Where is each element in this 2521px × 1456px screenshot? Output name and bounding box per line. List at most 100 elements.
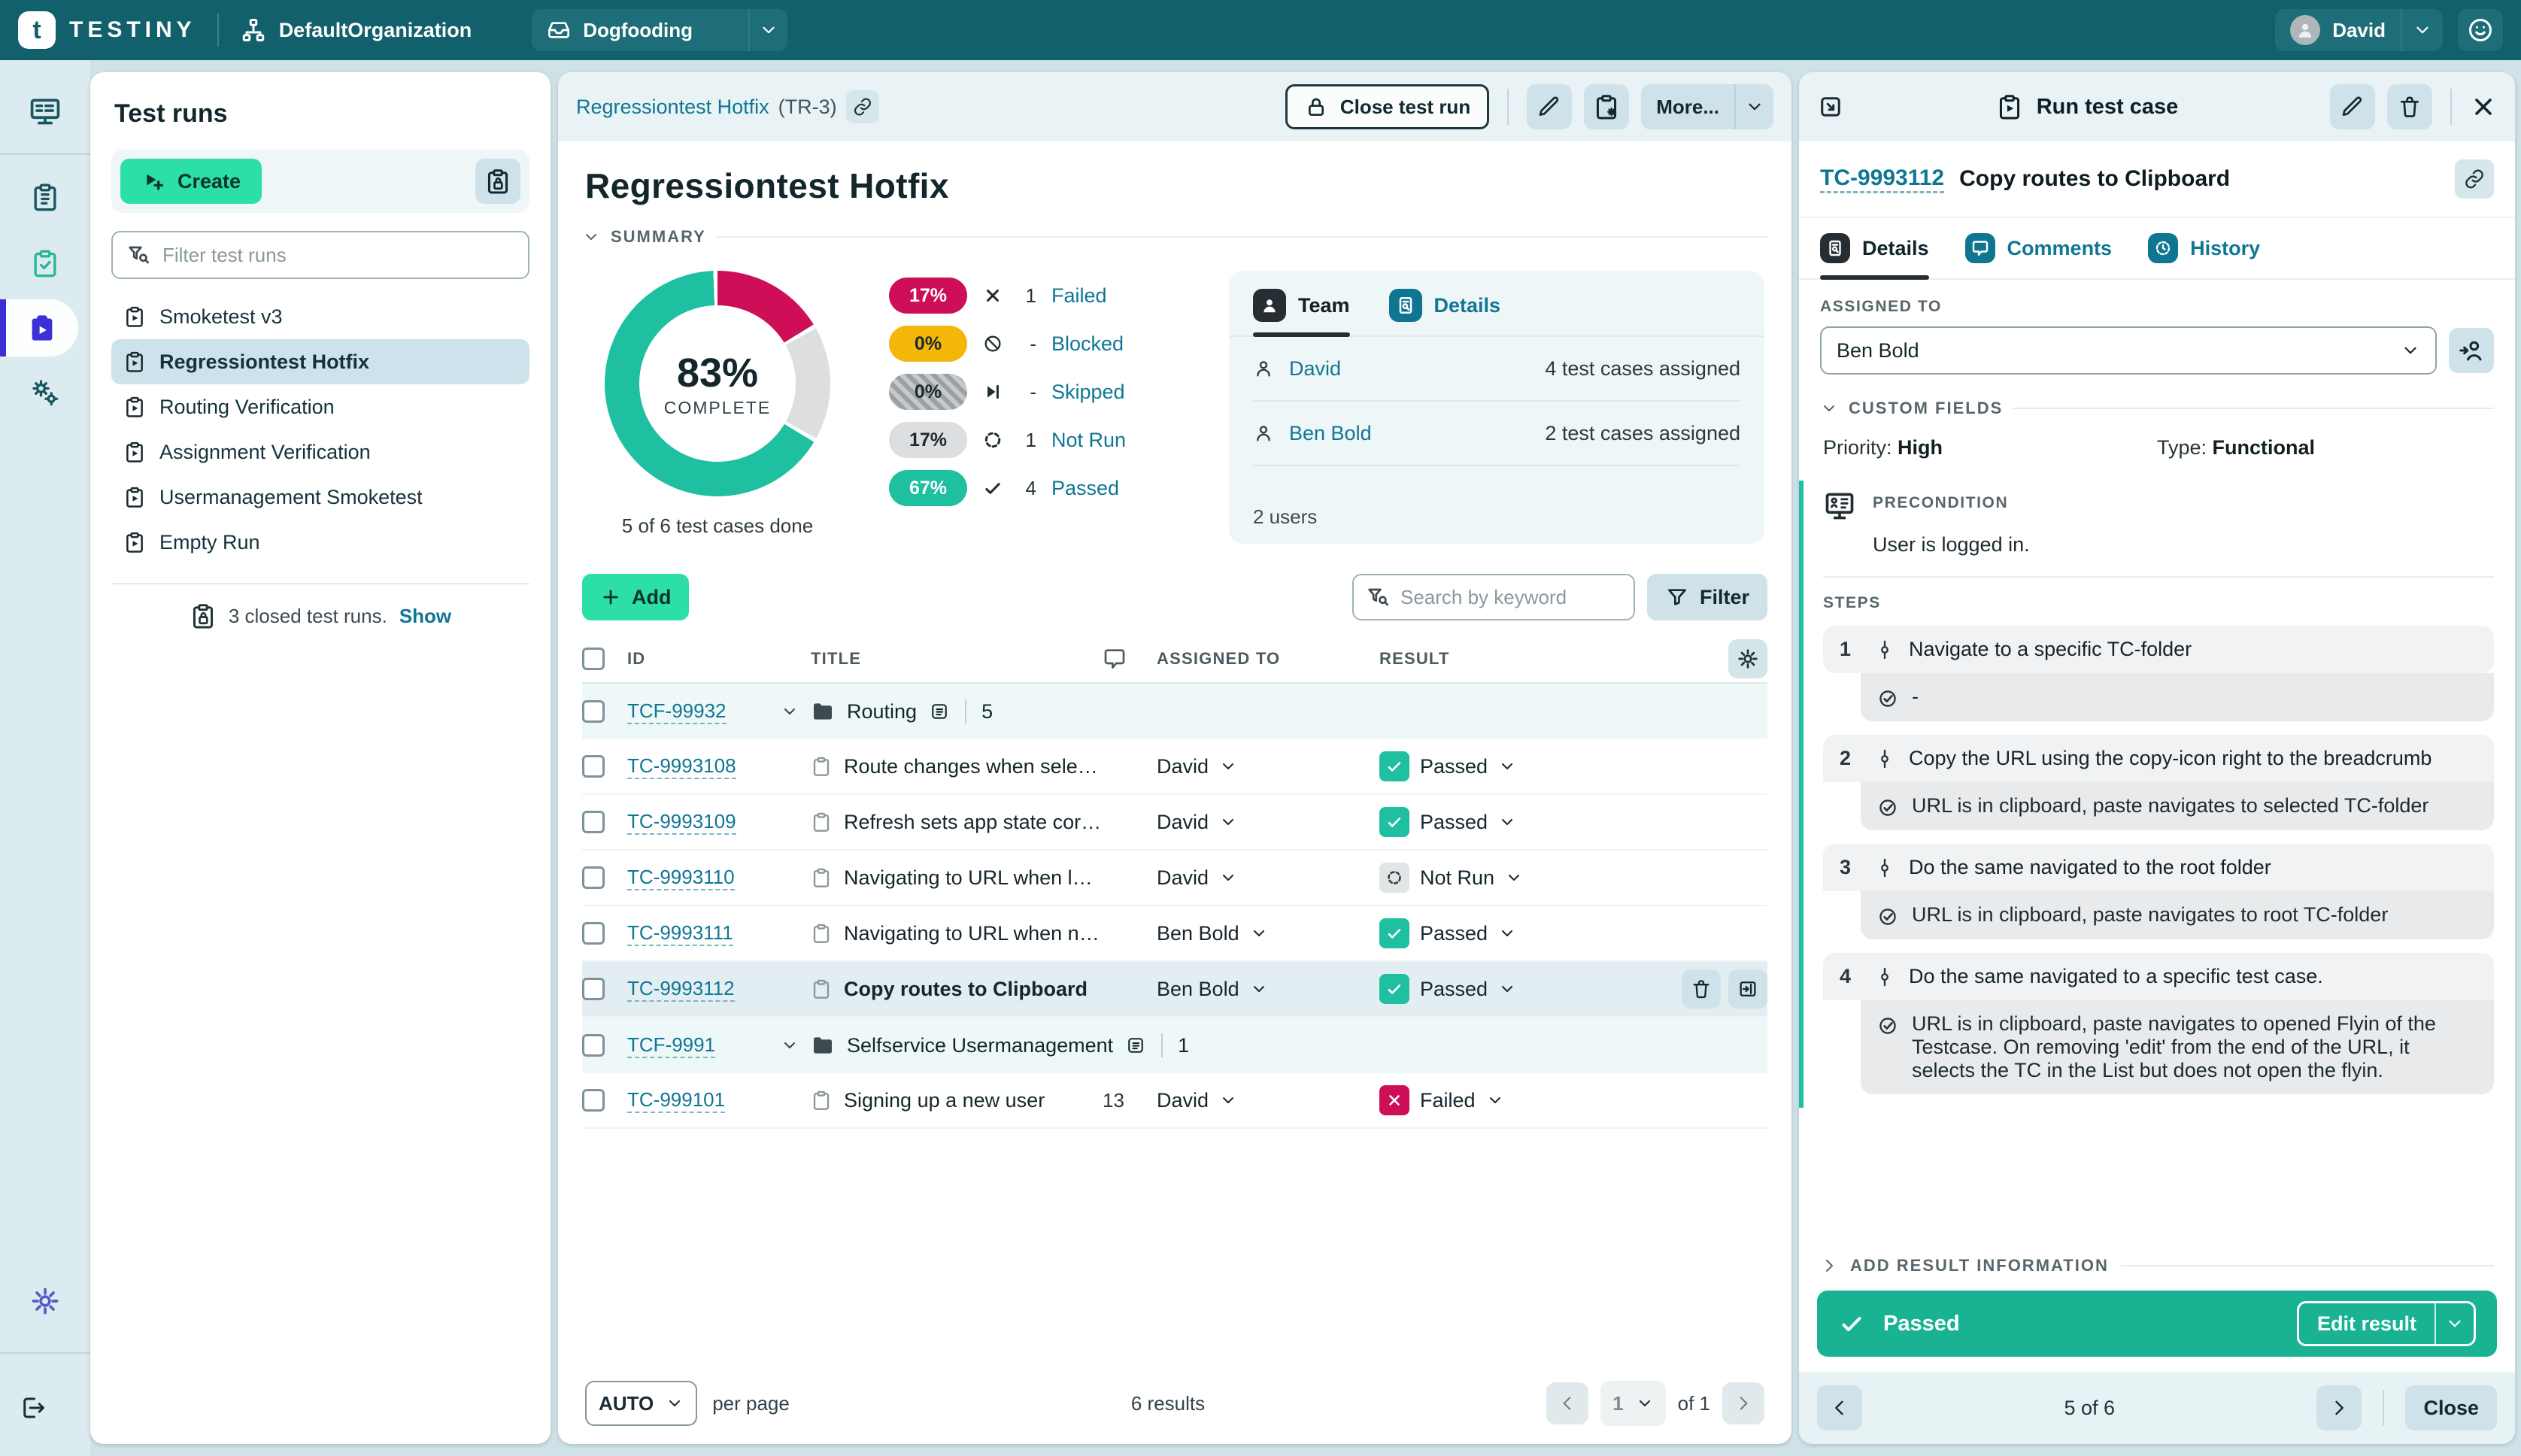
- row-id-link[interactable]: TCF-9991: [627, 1033, 716, 1058]
- folder-expand-chevron[interactable]: [781, 702, 811, 720]
- row-id-link[interactable]: TC-9993109: [627, 810, 736, 835]
- row-checkbox[interactable]: [582, 811, 605, 833]
- tab-details[interactable]: Details: [1820, 233, 1930, 280]
- assignee-dropdown[interactable]: Ben Bold: [1157, 978, 1379, 1001]
- column-settings-button[interactable]: [1728, 639, 1767, 678]
- row-id-link[interactable]: TC-9993111: [627, 921, 733, 946]
- test-case-title-cell[interactable]: Copy routes to Clipboard: [811, 978, 1103, 1001]
- edit-test-case-button[interactable]: [2329, 84, 2375, 129]
- nav-test-runs-active[interactable]: [0, 299, 78, 356]
- filter-test-runs-input[interactable]: [162, 243, 514, 267]
- next-test-case-button[interactable]: [2316, 1385, 2362, 1430]
- close-test-run-button[interactable]: Close test run: [1285, 84, 1490, 129]
- sidebar-run-item[interactable]: Usermanagement Smoketest: [111, 475, 529, 520]
- user-menu[interactable]: David: [2275, 9, 2443, 51]
- test-case-title-cell[interactable]: Route changes when selectin...: [811, 755, 1103, 778]
- add-test-cases-button[interactable]: Add: [582, 574, 690, 620]
- sidebar-run-item[interactable]: Assignment Verification: [111, 429, 529, 475]
- test-case-title-cell[interactable]: Navigating to URL when not l...: [811, 922, 1103, 945]
- create-test-run-button[interactable]: Create: [120, 159, 262, 204]
- delete-test-case-button[interactable]: [2386, 84, 2432, 129]
- team-member-name[interactable]: Ben Bold: [1289, 421, 1372, 444]
- row-checkbox[interactable]: [582, 755, 605, 778]
- filter-button[interactable]: Filter: [1646, 574, 1767, 620]
- test-case-title-cell[interactable]: Navigating to URL when logg...: [811, 866, 1103, 890]
- row-checkbox[interactable]: [582, 700, 605, 723]
- assignee-select[interactable]: Ben Bold: [1820, 326, 2437, 375]
- legend-result-link[interactable]: Blocked: [1051, 332, 1124, 355]
- prev-page-button[interactable]: [1546, 1382, 1589, 1424]
- copy-test-case-link-button[interactable]: [2455, 159, 2494, 199]
- row-id-link[interactable]: TCF-99932: [627, 699, 727, 724]
- copy-link-button[interactable]: [845, 90, 879, 123]
- row-checkbox[interactable]: [582, 1034, 605, 1057]
- assignee-dropdown[interactable]: David: [1157, 755, 1379, 778]
- sidebar-run-item[interactable]: Regressiontest Hotfix: [111, 339, 529, 384]
- sidebar-run-item[interactable]: Smoketest v3: [111, 294, 529, 339]
- nav-test-plans[interactable]: [0, 233, 90, 293]
- select-all-checkbox[interactable]: [582, 648, 605, 670]
- row-checkbox[interactable]: [582, 1089, 605, 1112]
- delete-row-button[interactable]: [1682, 969, 1721, 1009]
- project-select[interactable]: Dogfooding: [532, 9, 788, 51]
- result-dropdown[interactable]: Passed: [1379, 918, 1668, 948]
- brand-logo[interactable]: t TESTINY: [18, 11, 196, 49]
- assign-to-me-button[interactable]: [2449, 328, 2494, 373]
- test-case-title-cell[interactable]: Signing up a new user: [811, 1089, 1103, 1112]
- tab-comments[interactable]: Comments: [1964, 233, 2112, 278]
- legend-result-link[interactable]: Not Run: [1051, 428, 1127, 451]
- sidebar-run-item[interactable]: Empty Run: [111, 520, 529, 565]
- add-result-header[interactable]: ADD RESULT INFORMATION: [1820, 1241, 2494, 1291]
- result-dropdown[interactable]: Passed: [1379, 974, 1668, 1004]
- breadcrumb-run-link[interactable]: Regressiontest Hotfix: [576, 95, 769, 118]
- assignee-dropdown[interactable]: Ben Bold: [1157, 922, 1379, 945]
- team-member-name[interactable]: David: [1289, 356, 1342, 380]
- row-checkbox[interactable]: [582, 978, 605, 1000]
- row-id-link[interactable]: TC-9993108: [627, 754, 736, 779]
- feedback-button[interactable]: [2458, 9, 2503, 51]
- summary-section-header[interactable]: SUMMARY: [582, 227, 1767, 247]
- close-panel-button[interactable]: Close: [2405, 1385, 2497, 1430]
- closed-runs-toggle-button[interactable]: [475, 159, 520, 204]
- open-flyin-button[interactable]: [1728, 969, 1767, 1009]
- expand-panel-icon[interactable]: [1817, 93, 1844, 120]
- sidebar-run-item[interactable]: Routing Verification: [111, 384, 529, 429]
- result-dropdown[interactable]: Not Run: [1379, 863, 1668, 893]
- nav-settings[interactable]: [0, 1271, 90, 1331]
- custom-fields-header[interactable]: CUSTOM FIELDS: [1820, 399, 2494, 418]
- edit-test-run-button[interactable]: [1527, 84, 1573, 129]
- clone-test-run-button[interactable]: [1584, 84, 1630, 129]
- next-page-button[interactable]: [1722, 1382, 1764, 1424]
- row-checkbox[interactable]: [582, 866, 605, 889]
- assignee-dropdown[interactable]: David: [1157, 1089, 1379, 1112]
- row-id-link[interactable]: TC-9993112: [627, 977, 735, 1002]
- result-dropdown[interactable]: Failed: [1379, 1085, 1668, 1115]
- edit-result-chevron[interactable]: [2435, 1301, 2474, 1346]
- legend-result-link[interactable]: Skipped: [1051, 380, 1125, 403]
- more-menu-chevron[interactable]: [1734, 84, 1773, 129]
- close-panel-icon[interactable]: [2470, 93, 2497, 120]
- result-dropdown[interactable]: Passed: [1379, 807, 1668, 837]
- page-size-select[interactable]: AUTO: [585, 1381, 698, 1426]
- tab-team[interactable]: Team: [1253, 289, 1351, 337]
- legend-result-link[interactable]: Passed: [1051, 476, 1120, 499]
- collapse-sidebar-button[interactable]: [0, 1378, 66, 1438]
- project-select-chevron[interactable]: [748, 9, 787, 51]
- row-id-link[interactable]: TC-9993110: [627, 866, 735, 890]
- edit-result-button[interactable]: Edit result: [2296, 1301, 2476, 1346]
- search-by-keyword-input[interactable]: [1400, 585, 1622, 609]
- row-checkbox[interactable]: [582, 922, 605, 945]
- tab-history[interactable]: History: [2148, 233, 2260, 278]
- nav-test-cases[interactable]: [0, 167, 90, 227]
- folder-expand-chevron[interactable]: [781, 1036, 811, 1054]
- tab-details[interactable]: Details: [1388, 289, 1500, 335]
- prev-test-case-button[interactable]: [1817, 1385, 1862, 1430]
- user-menu-chevron[interactable]: [2401, 9, 2443, 51]
- test-case-title-cell[interactable]: Refresh sets app state corre...: [811, 811, 1103, 834]
- page-select[interactable]: 1: [1600, 1381, 1666, 1426]
- nav-dashboard[interactable]: [0, 81, 90, 141]
- test-case-id-link[interactable]: TC-9993112: [1820, 165, 1945, 193]
- assignee-dropdown[interactable]: David: [1157, 811, 1379, 834]
- assignee-dropdown[interactable]: David: [1157, 866, 1379, 890]
- nav-automation[interactable]: [0, 362, 90, 423]
